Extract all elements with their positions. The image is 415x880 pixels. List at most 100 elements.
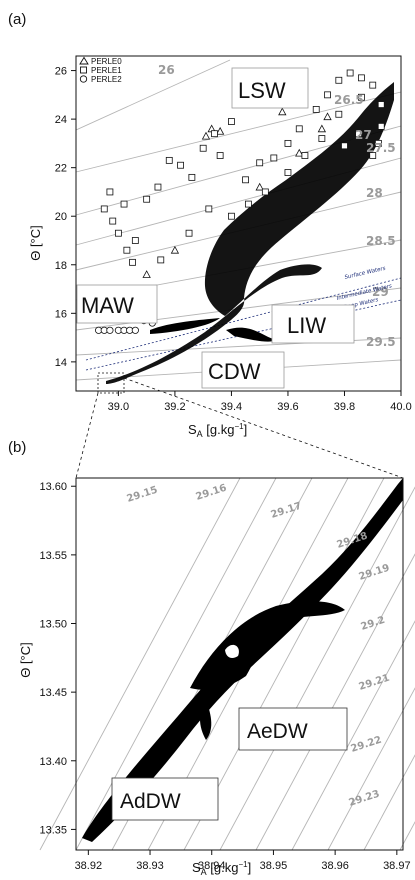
x-tick-label-a: 39.2 — [164, 401, 185, 413]
data-point-perle1 — [374, 139, 382, 147]
legend-marker-perle0 — [79, 56, 89, 65]
data-point-perle1 — [211, 130, 218, 138]
data-point-perle1 — [335, 110, 343, 118]
data-point-perle1 — [205, 205, 213, 213]
data-point-perle1 — [369, 81, 377, 89]
isopycnal-b-29-17: 29.17 — [270, 501, 304, 521]
x-tick-label-a: 39.0 — [108, 401, 129, 413]
isopycnal-line-b — [399, 821, 415, 851]
addw-box — [111, 777, 219, 821]
panel-a-xlabel-end: ] — [244, 422, 248, 437]
x-tick-label-a: 39.4 — [221, 401, 242, 413]
data-point-perle1 — [270, 154, 278, 162]
data-point-perle0 — [170, 245, 180, 254]
isopycnal-line-b — [75, 477, 277, 851]
data-point-perle1 — [242, 176, 249, 184]
isopycnal-label-29: 29 — [372, 285, 389, 299]
data-point-perle1 — [109, 217, 117, 225]
y-tick-label-a: 20 — [55, 211, 67, 223]
isopycnal-line-b — [291, 620, 415, 851]
isopycnal-label-26: 26 — [158, 63, 175, 77]
liw-box — [271, 304, 355, 344]
data-density-maw-a — [150, 318, 220, 334]
data-point-perle1 — [131, 237, 139, 244]
y-tick-label-b: 13.45 — [39, 687, 67, 699]
panel-b-xlabel-end: ] — [248, 860, 252, 875]
panel-b-label: (b) — [8, 439, 26, 456]
panel-b-xlabel-sup: −1 — [238, 860, 248, 869]
y-tick-label-a: 18 — [55, 260, 67, 272]
data-point-perle1 — [177, 161, 184, 169]
data-point-perle1 — [346, 69, 354, 77]
data-point-perle0 — [323, 112, 332, 121]
isopycnal-line-a — [75, 59, 231, 131]
isopycnal-line-b — [255, 553, 415, 851]
data-point-perle1 — [341, 142, 348, 150]
data-point-perle1 — [228, 212, 235, 220]
data-point-perle1 — [301, 152, 309, 159]
y-tick-label-a: 22 — [55, 163, 67, 175]
x-tick-label-b: 38.96 — [321, 860, 349, 872]
x-tick-label-b: 38.95 — [260, 860, 288, 872]
data-point-perle1 — [154, 183, 162, 191]
isopycnal-label-28-5: 28.5 — [366, 234, 396, 248]
y-tick-label-a: 26 — [55, 66, 67, 78]
panel-a-label: (a) — [8, 11, 26, 28]
y-tick-label-b: 13.60 — [39, 481, 67, 493]
data-point-perle1 — [123, 246, 131, 254]
panel-a-ylabel: Θ [°C] — [28, 225, 43, 261]
isopycnal-label-27: 27 — [355, 128, 372, 142]
isopycnal-b-29-22: 29.22 — [350, 735, 384, 755]
data-point-perle1 — [358, 74, 365, 82]
legend-perle2: PERLE2 — [91, 75, 122, 84]
panel-b-xlabel-unit: [g.kg — [207, 860, 239, 875]
panel-a-xlabel-unit: [g.kg — [203, 422, 235, 437]
isopycnal-line-b — [39, 477, 241, 851]
data-point-perle0 — [295, 148, 304, 157]
panel-a-ticks: 39.0 39.2 39.4 39.6 39.8 40.0 14 16 18 20 22 24 26 — [55, 66, 412, 413]
data-density-cdw-a — [226, 327, 276, 342]
data-point-perle1 — [295, 125, 303, 133]
data-point-perle1 — [143, 195, 151, 203]
panel-b-xlabel: SA [g.kg−1] — [192, 860, 251, 877]
data-point-perle0 — [317, 124, 327, 133]
data-gap-b — [225, 644, 239, 658]
panel-a-xlabel: SA [g.kg−1] — [188, 422, 247, 439]
zoom-connector-left — [75, 392, 99, 479]
water-mass-aedw: AeDW — [247, 720, 308, 743]
panel-a-legend: PERLE0 PERLE1 PERLE2 — [79, 56, 122, 84]
x-tick-label-b: 38.97 — [383, 860, 411, 872]
x-tick-label-a: 40.0 — [390, 401, 411, 413]
x-tick-label-b: 38.92 — [75, 860, 103, 872]
data-point-perle0 — [201, 131, 211, 140]
x-tick-label-b: 38.93 — [136, 860, 164, 872]
panel-a-data — [95, 69, 394, 384]
panel-b-ylabel: Θ [°C] — [18, 642, 33, 678]
data-point-perle1 — [114, 229, 122, 237]
panel-a-xlabel-sup: −1 — [234, 422, 244, 431]
zoom-box — [97, 372, 125, 394]
data-point-perle1 — [335, 76, 343, 84]
panel-b-data — [82, 478, 403, 842]
y-tick-label-b: 13.35 — [39, 824, 67, 836]
panel-b-xlabel-main: S — [192, 860, 201, 875]
maw-box — [76, 284, 158, 324]
water-mass-maw: MAW — [81, 293, 134, 318]
data-point-perle1 — [284, 169, 292, 176]
data-point-perle1 — [261, 188, 269, 196]
water-mass-liw: LIW — [287, 313, 326, 338]
x-tick-label-b: 38.94 — [198, 860, 226, 872]
data-point-perle1 — [377, 101, 385, 108]
isopycnal-line-b — [327, 687, 415, 851]
data-point-perle1 — [358, 93, 365, 101]
data-point-perle1 — [244, 200, 252, 208]
data-point-perle1 — [199, 144, 207, 152]
data-point-perle1 — [129, 258, 136, 266]
data-point-perle1 — [355, 130, 363, 138]
data-point-perle0 — [142, 270, 151, 278]
y-tick-label-a: 14 — [55, 357, 67, 369]
water-mass-addw: AdDW — [120, 790, 181, 813]
y-tick-label-b: 13.55 — [39, 550, 67, 562]
data-point-perle1 — [284, 139, 292, 147]
data-point-perle1 — [188, 173, 196, 181]
